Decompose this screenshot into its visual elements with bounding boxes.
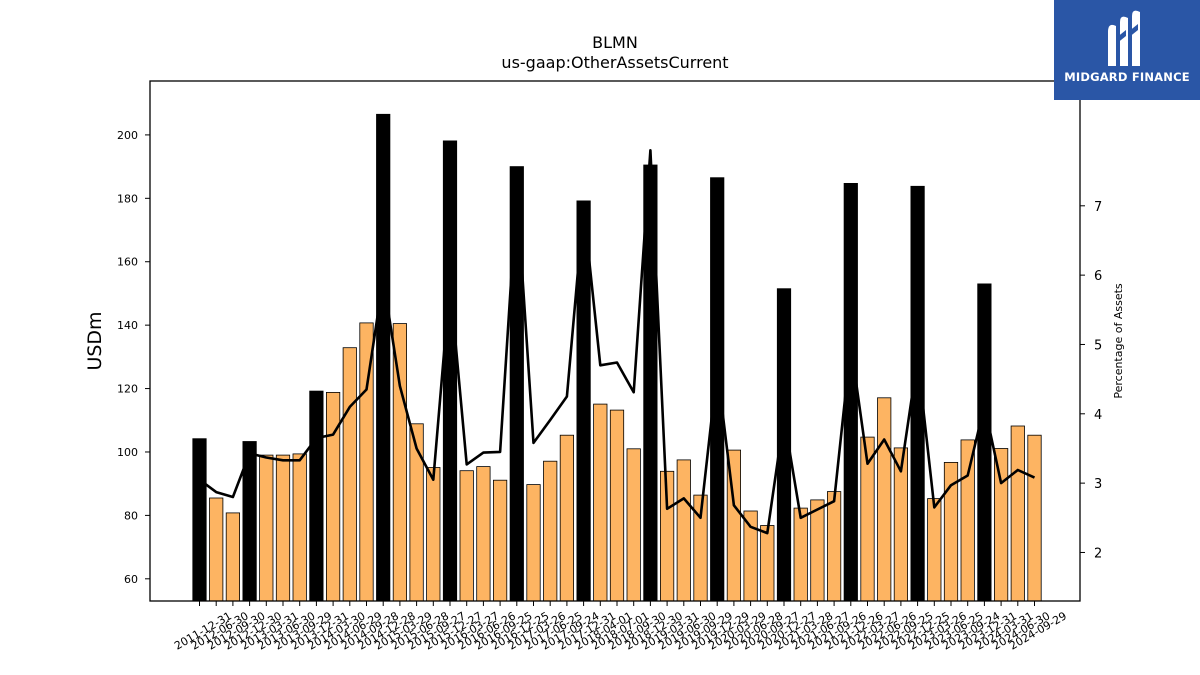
y-tick-label: 180: [117, 192, 138, 205]
bar-2013-12-31: [309, 390, 324, 602]
bar-2014-12-28: [376, 113, 391, 602]
bar-2015-12-27: [442, 140, 458, 602]
bar-2021-06-27: [810, 499, 825, 602]
chart-title: BLMN: [592, 33, 638, 52]
bar-2019-06-30: [676, 459, 691, 602]
y2-tick-label: 4: [1094, 408, 1102, 423]
bar-2017-06-25: [543, 460, 558, 602]
y-tick-label: 200: [117, 129, 138, 142]
bar-2013-09-29: [292, 453, 307, 602]
y2-tick-label: 6: [1094, 269, 1102, 284]
bar-2014-06-29: [342, 347, 357, 602]
bar-series: [192, 113, 1042, 602]
bar-2023-03-26: [927, 498, 942, 602]
y-tick-label: 160: [117, 256, 138, 269]
bar-2023-09-24: [960, 439, 975, 602]
bar-2012-06-30: [209, 497, 224, 602]
bar-2012-09-30: [225, 512, 240, 602]
bar-2021-03-28: [793, 507, 808, 602]
bar-2017-09-24: [559, 434, 575, 602]
bar-2015-03-29: [392, 323, 408, 602]
y-tick-label: 80: [124, 509, 138, 522]
y2-tick-label: 5: [1094, 338, 1102, 353]
bar-2018-07-01: [609, 409, 625, 602]
bar-2021-09-26: [827, 491, 842, 602]
bar-2024-03-31: [994, 448, 1009, 602]
bar-2019-12-29: [710, 177, 725, 602]
midgard-logo-icon: [1108, 10, 1140, 67]
bar-2024-06-30: [1010, 425, 1025, 602]
bar-2017-03-26: [526, 484, 541, 602]
bar-2022-06-26: [877, 397, 892, 602]
bar-2023-12-31: [977, 283, 992, 602]
bar-2018-04-01: [593, 403, 608, 602]
percentage-line: [198, 149, 1036, 535]
y-tick-label: 140: [117, 319, 138, 332]
bar-2016-09-25: [492, 479, 508, 602]
bar-2011-12-31: [192, 438, 207, 602]
brand-logo: MIDGARD FINANCE: [1054, 0, 1200, 100]
y-tick-label: 60: [124, 573, 138, 586]
y-axis-label: USDm: [84, 311, 106, 370]
bar-2015-09-27: [426, 467, 441, 602]
line-series: [198, 149, 1036, 535]
y2-axis-label: Percentage of Assets: [1112, 283, 1125, 399]
bar-2014-03-30: [325, 391, 341, 602]
bar-2016-12-25: [509, 166, 524, 602]
logo-text: MIDGARD FINANCE: [1064, 70, 1190, 84]
chart-subtitle: us-gaap:OtherAssetsCurrent: [501, 53, 728, 72]
bar-2024-09-29: [1027, 434, 1042, 602]
bar-2013-03-31: [259, 454, 274, 602]
y2-tick-label: 7: [1094, 200, 1102, 215]
bar-2016-06-26: [476, 466, 491, 602]
bar-2013-06-30: [275, 454, 291, 602]
bar-2020-06-28: [743, 510, 758, 602]
y-tick-label: 100: [117, 446, 138, 459]
bar-2018-09-30: [626, 448, 641, 602]
bar-2020-09-27: [760, 525, 775, 602]
y2-tick-label: 3: [1094, 477, 1102, 492]
plot-frame: [149, 80, 1081, 602]
bar-2016-03-27: [459, 470, 474, 602]
y-tick-label: 120: [117, 383, 138, 396]
axes: 60801001201401601802002345672011-12-3120…: [117, 80, 1102, 653]
y2-tick-label: 2: [1094, 546, 1102, 561]
